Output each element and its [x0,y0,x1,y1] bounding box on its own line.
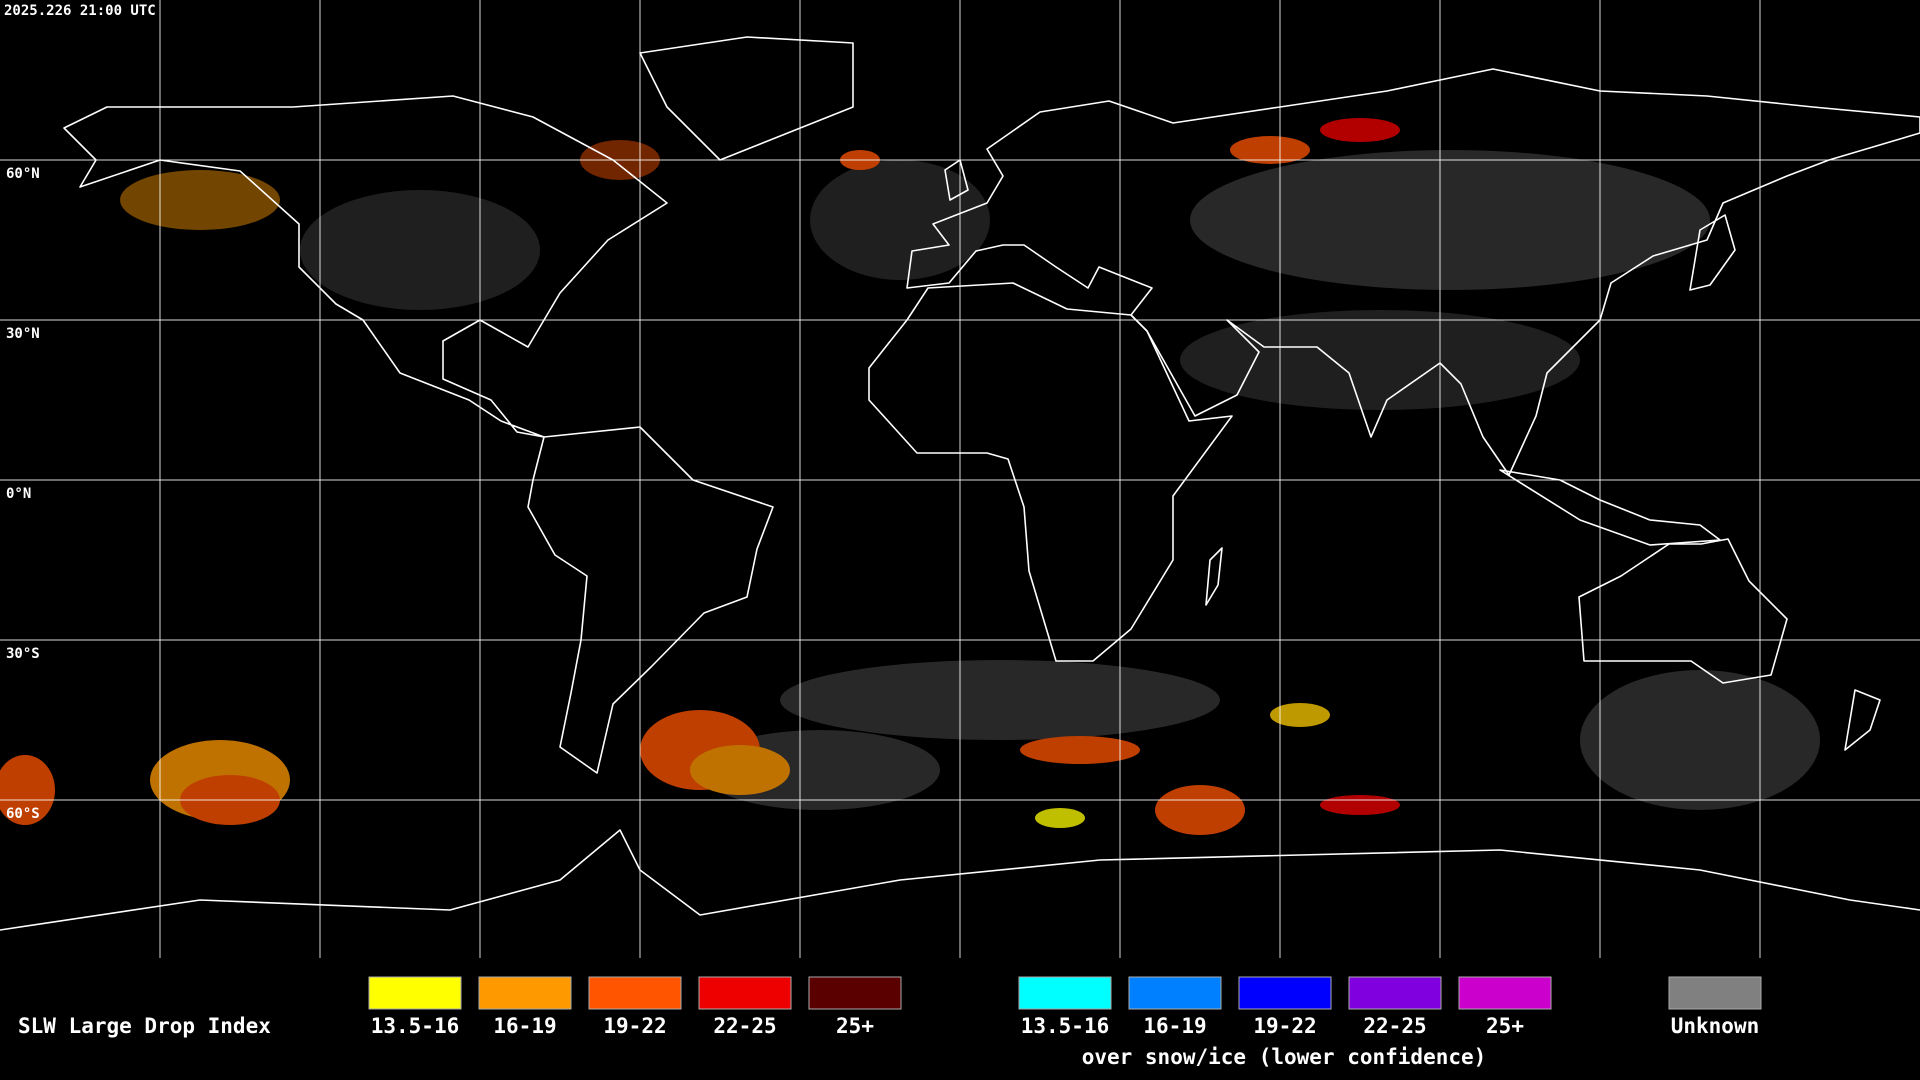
graticule: 60°N 30°N 0°N 30°S 60°S [0,0,1920,958]
legend-label: 19-22 [1253,1014,1316,1038]
legend-swatch [808,976,902,1010]
legend-label: 25+ [836,1014,874,1038]
legend-swatch [588,976,682,1010]
legend-label: 25+ [1486,1014,1524,1038]
legend-title: SLW Large Drop Index [18,1014,271,1038]
legend-swatch [1018,976,1112,1010]
coastlines [0,36,1920,931]
map: 60°N 30°N 0°N 30°S 60°S 2025.226 21:00 UTC [0,0,1920,958]
legend-swatch [698,976,792,1010]
latitude-label: 30°S [6,646,40,662]
legend-swatch [1348,976,1442,1010]
legend-swatch [1128,976,1222,1010]
latitude-label: 60°N [6,166,40,182]
legend: SLW Large Drop Index over snow/ice (lowe… [18,976,1762,1069]
legend-label: 19-22 [603,1014,666,1038]
legend-label: 16-19 [493,1014,556,1038]
legend-label: 22-25 [713,1014,776,1038]
legend-label: 13.5-16 [371,1014,460,1038]
legend-label: 13.5-16 [1021,1014,1110,1038]
latitude-label: 30°N [6,326,40,342]
legend-swatch [368,976,462,1010]
legend-swatch [1238,976,1332,1010]
legend-swatch [1668,976,1762,1010]
legend-label: 16-19 [1143,1014,1206,1038]
timestamp: 2025.226 21:00 UTC [4,3,156,19]
legend-label: Unknown [1671,1014,1760,1038]
legend-swatch [478,976,572,1010]
legend-label: 22-25 [1363,1014,1426,1038]
legend-swatch [1458,976,1552,1010]
latitude-label: 0°N [6,486,31,502]
legend-caption: over snow/ice (lower confidence) [1082,1045,1487,1069]
latitude-label: 60°S [6,806,40,822]
